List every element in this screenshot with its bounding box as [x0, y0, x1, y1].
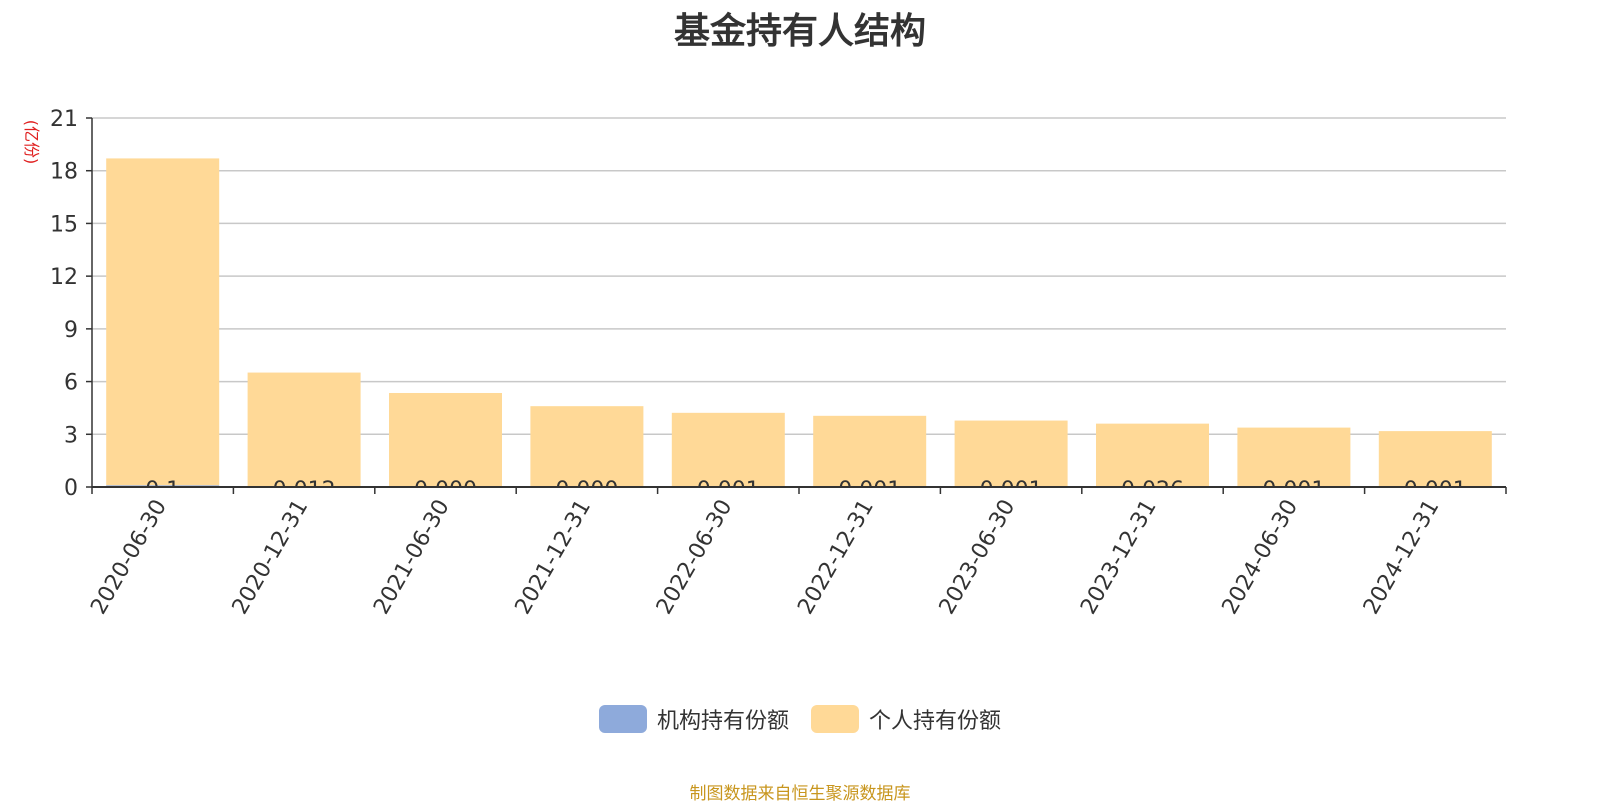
- chart-title: 基金持有人结构: [0, 2, 1600, 54]
- legend-label-institutional: 机构持有份额: [657, 703, 789, 735]
- x-tick-label-2: 2021-06-30: [369, 496, 455, 619]
- y-tick-label-3: 9: [64, 318, 78, 343]
- y-axis-label: (亿份): [22, 120, 41, 165]
- y-tick-label-4: 12: [50, 265, 78, 290]
- y-tick-label-1: 3: [64, 423, 78, 448]
- bar-individual-5: [813, 416, 926, 487]
- x-tick-label-4: 2022-06-30: [652, 496, 738, 619]
- bar-individual-2: [389, 393, 502, 487]
- legend-swatch-individual: [811, 705, 859, 733]
- legend-swatch-institutional: [599, 705, 647, 733]
- x-tick-label-1: 2020-12-31: [228, 496, 314, 619]
- y-tick-label-2: 6: [64, 371, 78, 396]
- x-tick-label-0: 2020-06-30: [86, 496, 172, 619]
- legend-label-individual: 个人持有份额: [869, 703, 1001, 735]
- legend-item-institutional[interactable]: 机构持有份额: [599, 703, 789, 735]
- y-tick-label-6: 18: [50, 160, 78, 185]
- x-tick-label-9: 2024-12-31: [1359, 496, 1445, 619]
- x-tick-label-5: 2022-12-31: [793, 496, 879, 619]
- bar-individual-1: [248, 373, 361, 487]
- legend-item-individual[interactable]: 个人持有份额: [811, 703, 1001, 735]
- y-tick-label-7: 21: [50, 107, 78, 132]
- y-tick-label-0: 0: [64, 476, 78, 501]
- source-note: 制图数据来自恒生聚源数据库: [0, 779, 1600, 804]
- x-tick-label-8: 2024-06-30: [1218, 496, 1304, 619]
- bar-individual-4: [672, 413, 785, 487]
- bar-individual-0: [106, 158, 219, 485]
- x-tick-label-3: 2021-12-31: [511, 496, 597, 619]
- x-tick-label-7: 2023-12-31: [1076, 496, 1162, 619]
- bar-individual-3: [530, 406, 643, 487]
- legend: 机构持有份额 个人持有份额: [0, 703, 1600, 735]
- x-tick-label-6: 2023-06-30: [935, 496, 1021, 619]
- y-tick-label-5: 15: [50, 212, 78, 237]
